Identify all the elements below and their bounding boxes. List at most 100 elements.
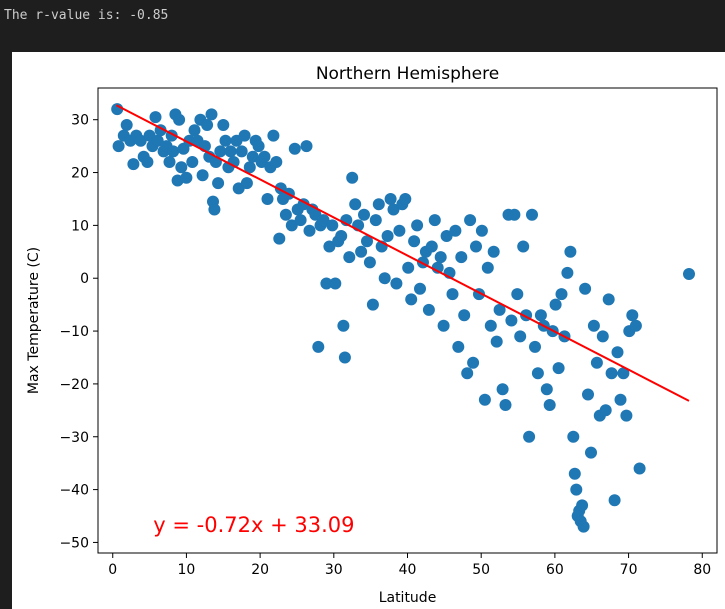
- regression-line: [115, 104, 690, 402]
- data-point: [338, 351, 351, 364]
- data-point: [511, 288, 524, 301]
- data-point: [408, 235, 421, 248]
- data-point: [496, 383, 509, 396]
- data-point: [243, 161, 256, 174]
- data-point: [579, 282, 592, 295]
- data-point: [508, 208, 521, 221]
- data-point: [582, 388, 594, 401]
- data-point: [434, 251, 447, 264]
- console-output: The r-value is: -0.85: [0, 0, 725, 52]
- data-point: [300, 140, 313, 153]
- y-tick-label: 30: [71, 113, 89, 129]
- data-point: [458, 309, 471, 322]
- data-point: [384, 193, 397, 205]
- data-point: [246, 150, 259, 163]
- data-point: [317, 214, 330, 227]
- data-point: [514, 330, 527, 343]
- data-point: [633, 462, 646, 475]
- y-tick-label: 20: [71, 166, 89, 182]
- y-tick-label: 0: [80, 271, 89, 287]
- data-point: [549, 298, 562, 311]
- data-point: [349, 198, 362, 211]
- data-point: [577, 520, 590, 533]
- data-point: [112, 140, 125, 153]
- data-point: [526, 208, 538, 221]
- data-point: [201, 119, 214, 131]
- data-point: [608, 494, 621, 507]
- data-point: [425, 240, 438, 253]
- data-point: [175, 161, 188, 174]
- data-point: [587, 319, 600, 332]
- data-point: [617, 367, 630, 380]
- data-point: [279, 208, 292, 221]
- data-point: [205, 108, 218, 121]
- data-point: [188, 124, 201, 137]
- x-tick-label: 40: [399, 562, 417, 578]
- data-point: [529, 340, 541, 353]
- data-point: [461, 367, 474, 380]
- y-axis-label: Max Temperature (C): [26, 247, 42, 394]
- data-point: [555, 288, 568, 301]
- data-point: [596, 330, 609, 343]
- data-point: [378, 272, 391, 285]
- data-point: [196, 169, 209, 182]
- data-point: [294, 214, 307, 227]
- data-point: [493, 303, 506, 316]
- data-point: [240, 177, 253, 190]
- data-point: [111, 103, 124, 116]
- data-point: [134, 134, 147, 147]
- y-tick-label: 10: [71, 218, 89, 234]
- data-point: [552, 362, 565, 375]
- data-point: [387, 203, 400, 216]
- data-point: [576, 499, 589, 512]
- data-point: [626, 309, 639, 322]
- data-point: [399, 193, 412, 205]
- data-point: [517, 240, 530, 253]
- data-point: [258, 150, 271, 163]
- data-point: [611, 346, 624, 359]
- data-point: [428, 214, 441, 227]
- data-point: [151, 134, 164, 147]
- data-point: [449, 224, 462, 237]
- y-tick-label: −40: [59, 483, 89, 499]
- x-tick-label: 30: [325, 562, 343, 578]
- regression-equation: y = -0.72x + 33.09: [153, 513, 354, 537]
- data-point: [629, 319, 642, 332]
- data-point: [214, 145, 227, 158]
- data-point: [372, 198, 385, 211]
- data-point: [390, 277, 403, 290]
- x-tick-label: 20: [251, 562, 269, 578]
- data-point: [499, 399, 512, 411]
- y-tick-label: −20: [59, 377, 89, 393]
- data-point: [212, 177, 225, 190]
- x-tick-label: 70: [620, 562, 638, 578]
- data-point: [366, 298, 379, 311]
- data-point: [531, 367, 544, 380]
- data-point: [355, 245, 368, 258]
- data-point: [288, 142, 301, 155]
- data-point: [358, 208, 370, 221]
- data-point: [478, 393, 491, 406]
- data-point: [487, 245, 500, 258]
- data-point: [440, 230, 453, 242]
- data-point: [590, 356, 603, 369]
- data-point: [149, 111, 162, 124]
- data-point: [219, 134, 232, 147]
- data-point: [238, 129, 251, 142]
- chart-title: Northern Hemisphere: [316, 64, 499, 84]
- data-point: [452, 340, 465, 353]
- data-point: [173, 113, 186, 126]
- data-point: [464, 214, 477, 227]
- data-point: [312, 340, 325, 353]
- data-point: [369, 214, 382, 227]
- data-point: [484, 319, 497, 332]
- data-point: [167, 145, 180, 158]
- x-tick-label: 80: [693, 562, 711, 578]
- data-point: [267, 129, 280, 142]
- data-point: [540, 383, 553, 396]
- data-point: [335, 230, 348, 242]
- data-point: [564, 245, 577, 258]
- data-point: [490, 335, 503, 348]
- data-point: [446, 288, 459, 301]
- data-point: [567, 430, 580, 443]
